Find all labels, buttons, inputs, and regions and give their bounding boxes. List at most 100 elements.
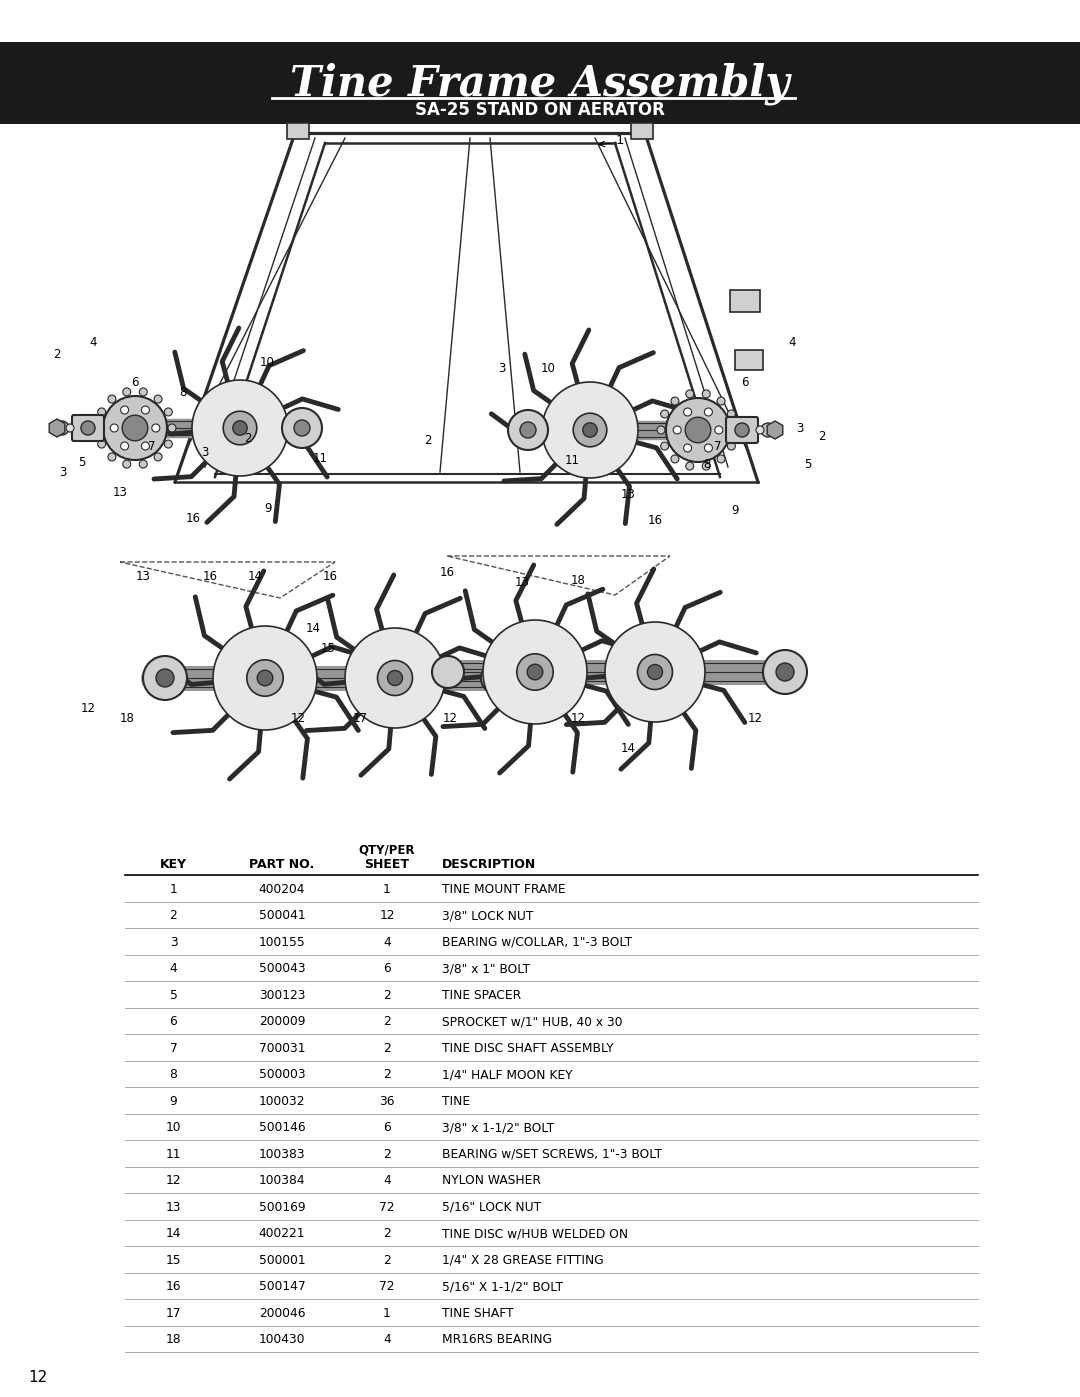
Circle shape xyxy=(715,426,723,434)
Bar xyxy=(735,351,762,370)
Text: 10: 10 xyxy=(259,356,274,369)
Circle shape xyxy=(97,408,106,416)
Circle shape xyxy=(517,654,553,690)
Text: 4: 4 xyxy=(788,335,796,348)
Circle shape xyxy=(519,422,536,439)
Text: 200009: 200009 xyxy=(259,1016,306,1028)
Text: 2: 2 xyxy=(383,1148,391,1161)
Text: 1: 1 xyxy=(383,1306,391,1320)
Text: 2: 2 xyxy=(383,1042,391,1055)
Circle shape xyxy=(108,453,116,461)
Text: 7: 7 xyxy=(148,440,156,454)
Text: 12: 12 xyxy=(291,711,306,725)
Circle shape xyxy=(686,390,693,398)
Text: 14: 14 xyxy=(306,622,321,634)
Circle shape xyxy=(55,420,69,434)
Text: 500041: 500041 xyxy=(259,909,306,922)
Text: 400204: 400204 xyxy=(259,883,306,895)
Text: 3/8" x 1-1/2" BOLT: 3/8" x 1-1/2" BOLT xyxy=(442,1122,554,1134)
Circle shape xyxy=(121,441,129,450)
Circle shape xyxy=(637,655,673,690)
Circle shape xyxy=(154,395,162,404)
Text: 4: 4 xyxy=(170,963,177,975)
Text: 5/16" LOCK NUT: 5/16" LOCK NUT xyxy=(442,1201,541,1214)
Circle shape xyxy=(717,455,725,462)
Circle shape xyxy=(583,423,597,437)
Text: 500043: 500043 xyxy=(259,963,306,975)
Text: BEARING w/SET SCREWS, 1"-3 BOLT: BEARING w/SET SCREWS, 1"-3 BOLT xyxy=(442,1148,662,1161)
Circle shape xyxy=(717,397,725,405)
Circle shape xyxy=(727,441,735,450)
Text: 9: 9 xyxy=(265,502,272,514)
FancyBboxPatch shape xyxy=(72,415,104,441)
Text: 100384: 100384 xyxy=(259,1175,306,1187)
Circle shape xyxy=(673,426,681,434)
Text: 15: 15 xyxy=(321,641,336,655)
Text: 400221: 400221 xyxy=(259,1227,306,1241)
Text: 100383: 100383 xyxy=(259,1148,306,1161)
Text: 4: 4 xyxy=(383,1333,391,1347)
Circle shape xyxy=(233,420,247,436)
Text: 14: 14 xyxy=(165,1227,181,1241)
Text: 500147: 500147 xyxy=(259,1280,306,1294)
Circle shape xyxy=(508,409,548,450)
Circle shape xyxy=(213,626,318,731)
Text: 13: 13 xyxy=(136,570,150,583)
Text: 12: 12 xyxy=(747,711,762,725)
Text: 12: 12 xyxy=(443,711,458,725)
Text: 2: 2 xyxy=(424,433,432,447)
Circle shape xyxy=(527,664,543,680)
Text: 1: 1 xyxy=(170,883,177,895)
Circle shape xyxy=(704,444,713,453)
Text: 13: 13 xyxy=(112,486,127,499)
Text: 12: 12 xyxy=(28,1370,48,1386)
Text: 12: 12 xyxy=(81,701,95,714)
Circle shape xyxy=(432,657,464,687)
Text: 500169: 500169 xyxy=(259,1201,306,1214)
Circle shape xyxy=(257,671,273,686)
Bar xyxy=(0,42,1080,124)
Circle shape xyxy=(542,381,638,478)
Text: 2: 2 xyxy=(383,1253,391,1267)
Circle shape xyxy=(702,462,711,469)
Text: 7: 7 xyxy=(714,440,721,454)
Text: 200046: 200046 xyxy=(259,1306,306,1320)
Bar xyxy=(730,291,760,312)
Text: SA-25 STAND ON AERATOR: SA-25 STAND ON AERATOR xyxy=(415,101,665,119)
Circle shape xyxy=(684,408,691,416)
Text: TINE DISC w/HUB WELDED ON: TINE DISC w/HUB WELDED ON xyxy=(442,1227,629,1241)
Circle shape xyxy=(661,409,669,418)
Text: 3: 3 xyxy=(201,446,208,458)
Text: 7: 7 xyxy=(170,1042,177,1055)
Text: 16: 16 xyxy=(323,570,337,583)
Text: 1/4" X 28 GREASE FITTING: 1/4" X 28 GREASE FITTING xyxy=(442,1253,604,1267)
Circle shape xyxy=(671,397,679,405)
Text: TINE SHAFT: TINE SHAFT xyxy=(442,1306,513,1320)
Text: PART NO.: PART NO. xyxy=(249,858,314,870)
Text: 3: 3 xyxy=(796,422,804,434)
Text: TINE MOUNT FRAME: TINE MOUNT FRAME xyxy=(442,883,566,895)
Text: NYLON WASHER: NYLON WASHER xyxy=(442,1175,541,1187)
Circle shape xyxy=(143,657,187,700)
Text: 13: 13 xyxy=(621,489,635,502)
Circle shape xyxy=(388,671,403,686)
Text: 12: 12 xyxy=(379,909,395,922)
Text: 16: 16 xyxy=(165,1280,181,1294)
Text: 500003: 500003 xyxy=(259,1069,306,1081)
Text: 18: 18 xyxy=(120,711,134,725)
Circle shape xyxy=(103,395,167,460)
Circle shape xyxy=(294,420,310,436)
Text: 300123: 300123 xyxy=(259,989,306,1002)
Text: 500146: 500146 xyxy=(259,1122,306,1134)
Circle shape xyxy=(192,380,288,476)
Circle shape xyxy=(378,661,413,696)
Text: 8: 8 xyxy=(170,1069,177,1081)
Bar xyxy=(287,123,309,138)
Text: 18: 18 xyxy=(570,574,585,587)
Circle shape xyxy=(657,426,665,434)
Circle shape xyxy=(164,408,173,416)
Circle shape xyxy=(481,662,513,694)
Circle shape xyxy=(735,423,750,437)
Text: 2: 2 xyxy=(170,909,177,922)
Circle shape xyxy=(123,460,131,468)
